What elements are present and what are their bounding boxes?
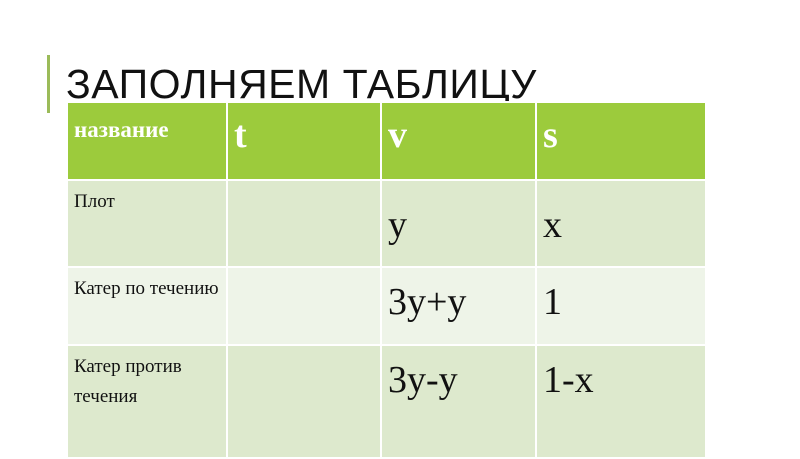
cell-t <box>226 344 382 459</box>
cell-name: Плот <box>66 179 228 268</box>
data-table: название t v s Плот y x Катер по течению… <box>66 101 707 459</box>
header-cell-v: v <box>380 101 537 181</box>
cell-name: Катер против течения <box>66 344 228 459</box>
cell-s: 1-x <box>535 344 707 459</box>
title-accent-bar <box>47 55 50 113</box>
cell-s: 1 <box>535 266 707 346</box>
table-row: Катер по течению 3y+y 1 <box>66 266 707 346</box>
header-cell-name: название <box>66 101 228 181</box>
cell-s: x <box>535 179 707 268</box>
cell-t <box>226 266 382 346</box>
cell-t <box>226 179 382 268</box>
header-cell-t: t <box>226 101 382 181</box>
cell-v: 3y+y <box>380 266 537 346</box>
table-header-row: название t v s <box>66 101 707 181</box>
header-cell-s: s <box>535 101 707 181</box>
cell-v: y <box>380 179 537 268</box>
table-row: Плот y x <box>66 179 707 268</box>
cell-name: Катер по течению <box>66 266 228 346</box>
cell-v: 3y-y <box>380 344 537 459</box>
slide-title: ЗАПОЛНЯЕМ ТАБЛИЦУ <box>66 61 537 107</box>
table-row: Катер против течения 3y-y 1-x <box>66 344 707 459</box>
